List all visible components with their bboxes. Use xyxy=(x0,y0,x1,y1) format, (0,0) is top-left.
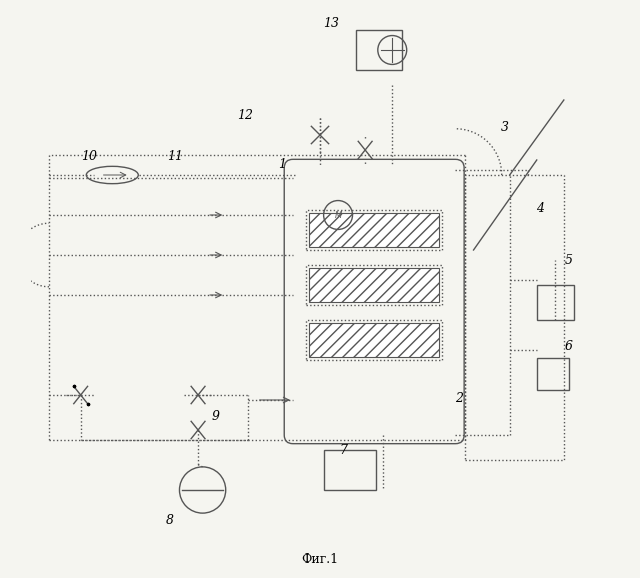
Text: 2: 2 xyxy=(454,392,463,405)
Text: Фиг.1: Фиг.1 xyxy=(301,554,339,566)
Text: M: M xyxy=(335,210,342,220)
Text: 13: 13 xyxy=(324,17,340,29)
Text: 8: 8 xyxy=(166,514,173,527)
Text: 5: 5 xyxy=(564,254,573,266)
Text: 4: 4 xyxy=(536,202,543,214)
Text: 7: 7 xyxy=(339,444,347,457)
Text: 3: 3 xyxy=(501,121,509,134)
Text: 11: 11 xyxy=(168,150,184,162)
Polygon shape xyxy=(309,323,439,357)
Polygon shape xyxy=(309,213,439,247)
Polygon shape xyxy=(309,268,439,302)
Text: 12: 12 xyxy=(237,109,253,122)
Text: 6: 6 xyxy=(564,340,573,353)
Text: 9: 9 xyxy=(212,410,220,423)
Text: 1: 1 xyxy=(278,158,287,171)
Text: 10: 10 xyxy=(81,150,97,162)
